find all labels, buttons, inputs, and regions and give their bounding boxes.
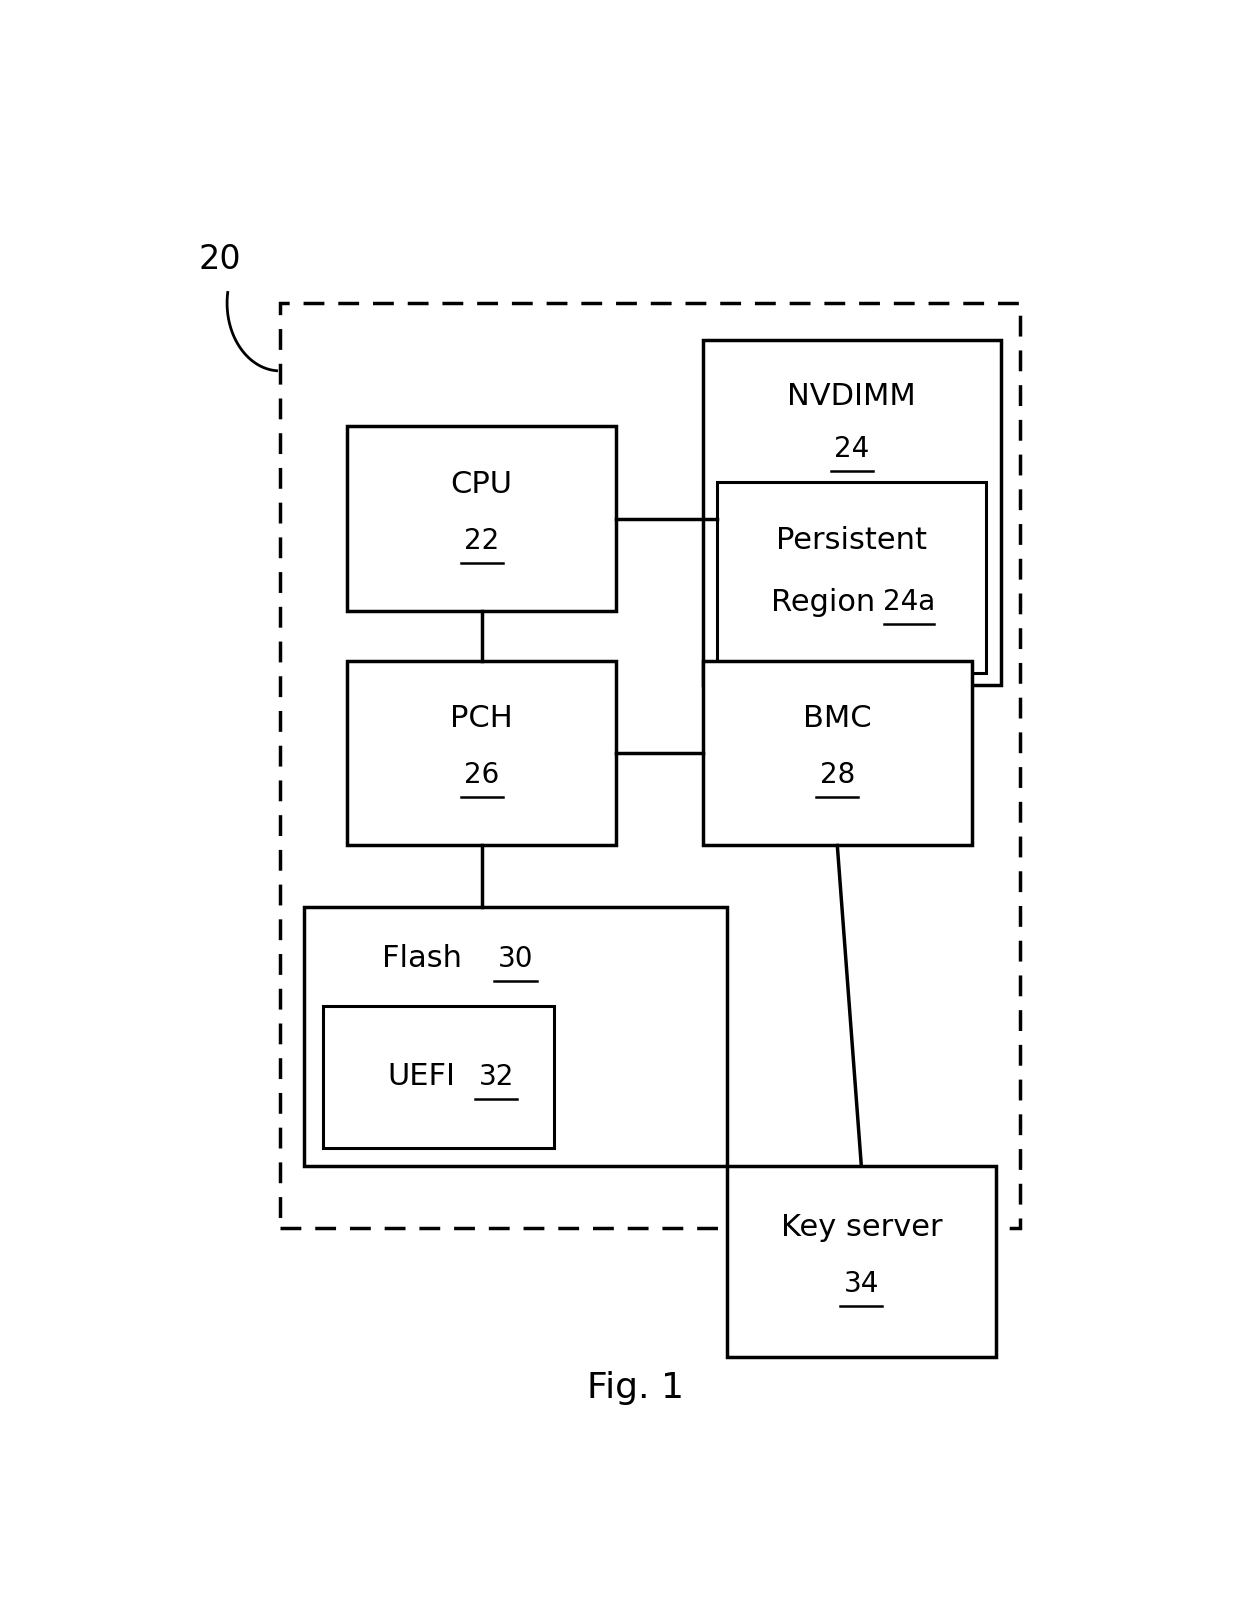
Text: NVDIMM: NVDIMM — [787, 383, 916, 411]
FancyBboxPatch shape — [280, 303, 1019, 1228]
Text: Key server: Key server — [780, 1212, 942, 1241]
Text: 30: 30 — [497, 945, 533, 973]
Text: 24a: 24a — [883, 588, 935, 616]
FancyBboxPatch shape — [727, 1166, 996, 1358]
FancyBboxPatch shape — [703, 661, 972, 845]
Text: Flash: Flash — [382, 945, 463, 973]
Text: 32: 32 — [479, 1063, 513, 1090]
FancyBboxPatch shape — [703, 339, 1001, 685]
Text: 28: 28 — [820, 760, 854, 789]
Text: Persistent: Persistent — [776, 525, 928, 556]
FancyBboxPatch shape — [717, 482, 986, 672]
FancyBboxPatch shape — [324, 1005, 554, 1148]
Text: BMC: BMC — [804, 704, 872, 733]
Text: UEFI: UEFI — [387, 1061, 455, 1092]
Text: Fig. 1: Fig. 1 — [587, 1370, 684, 1406]
FancyBboxPatch shape — [304, 908, 727, 1166]
Text: Region: Region — [771, 588, 875, 616]
FancyBboxPatch shape — [347, 661, 616, 845]
Text: PCH: PCH — [450, 704, 513, 733]
Text: 26: 26 — [464, 760, 500, 789]
Text: 24: 24 — [835, 434, 869, 463]
Text: 22: 22 — [464, 527, 500, 556]
FancyBboxPatch shape — [347, 426, 616, 612]
Text: CPU: CPU — [451, 469, 513, 500]
Text: 34: 34 — [843, 1270, 879, 1298]
Text: 20: 20 — [198, 243, 241, 277]
